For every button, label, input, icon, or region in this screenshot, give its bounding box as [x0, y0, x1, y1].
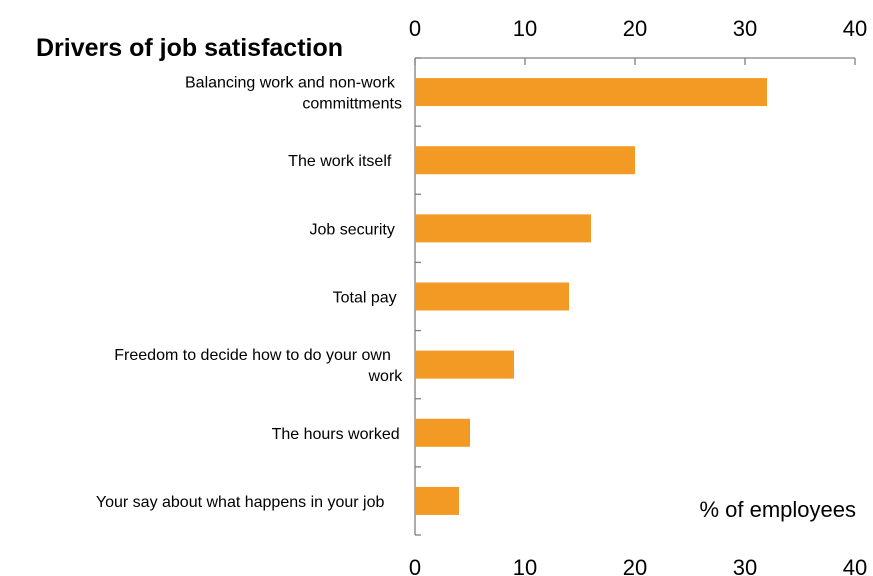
chart-title: Drivers of job satisfaction: [36, 34, 343, 62]
x-tick-label-top: 30: [733, 16, 757, 41]
bar: [415, 146, 635, 175]
bar: [415, 418, 470, 447]
bars: [415, 78, 767, 515]
bar: [415, 78, 767, 107]
top-tick-labels: 0 10 20 30 40: [409, 16, 867, 41]
x-tick-label-top: 10: [513, 16, 537, 41]
category-label: Job security: [310, 221, 395, 238]
bar: [415, 486, 459, 515]
category-label: Freedom to decide how to do your own work: [114, 347, 403, 385]
category-label: Balancing work and non-work committments: [185, 75, 402, 113]
x-tick-label-top: 20: [623, 16, 647, 41]
x-tick-label-bottom: 10: [513, 555, 537, 576]
bottom-tick-labels: 0 10 20 30 40: [409, 555, 867, 576]
x-tick-label-bottom: 40: [843, 555, 867, 576]
x-tick-label-bottom: 0: [409, 555, 421, 576]
category-labels: Balancing work and non-work committments T…: [96, 75, 403, 511]
x-tick-label-bottom: 30: [733, 555, 757, 576]
bar: [415, 282, 569, 311]
category-label: The hours worked: [272, 426, 400, 443]
bar: [415, 350, 514, 379]
category-label: Your say about what happens in your job: [96, 494, 385, 511]
x-tick-label-bottom: 20: [623, 555, 647, 576]
x-tick-label-top: 40: [843, 16, 867, 41]
bar: [415, 214, 591, 243]
unit-label: % of employees: [699, 497, 856, 522]
x-tick-label-top: 0: [409, 16, 421, 41]
category-label: Total pay: [333, 290, 397, 307]
category-label: The work itself: [288, 153, 392, 170]
